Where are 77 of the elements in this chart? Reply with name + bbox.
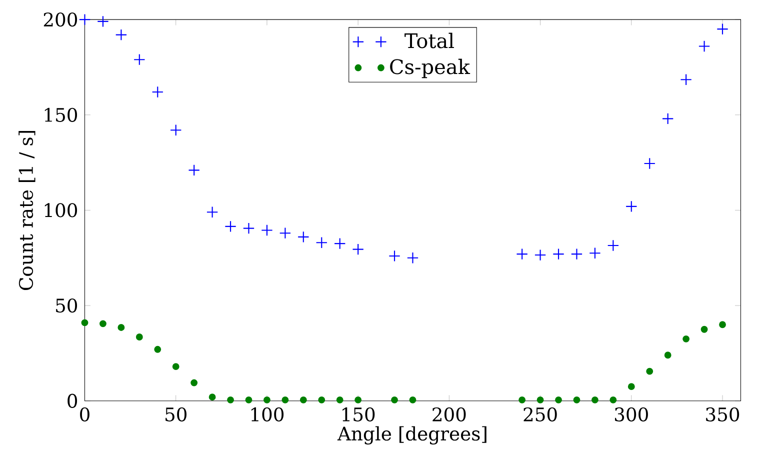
point (81, 319, 88, 326)
y-tick-label: 150 (44, 108, 78, 122)
point (316, 236, 328, 248)
point (190, 379, 198, 386)
point (263, 396, 270, 404)
y-tick-label: 0 (68, 394, 78, 408)
y-axis-title: Count rate [1 / s] (18, 130, 36, 290)
point (516, 248, 528, 260)
point (227, 396, 234, 404)
point (118, 324, 125, 331)
point (591, 396, 598, 404)
point (391, 396, 398, 404)
y-tick-label: 50 (56, 298, 78, 313)
point (97, 16, 109, 28)
point (552, 248, 564, 260)
point (536, 396, 544, 404)
point (388, 250, 400, 262)
point (534, 249, 546, 261)
point (719, 321, 726, 328)
point (208, 394, 216, 401)
point (224, 220, 236, 232)
point (644, 158, 656, 170)
x-tick-label: 0 (80, 407, 90, 422)
point (518, 396, 526, 404)
point (206, 206, 218, 218)
point (318, 396, 326, 404)
point (242, 222, 255, 234)
x-tick-label: 100 (251, 407, 284, 422)
point (300, 396, 307, 404)
point (664, 352, 672, 359)
point (279, 227, 292, 239)
point (628, 383, 635, 390)
point (334, 238, 346, 250)
point (610, 396, 617, 404)
point (555, 396, 562, 404)
point (188, 164, 200, 176)
x-tick-label: 250 (524, 407, 557, 422)
point (409, 396, 416, 404)
point (134, 54, 146, 66)
point (573, 396, 580, 404)
point (152, 86, 164, 98)
point (336, 396, 344, 404)
point (680, 74, 692, 86)
point (154, 346, 162, 353)
point (172, 363, 180, 370)
point (716, 23, 728, 35)
x-tick-label: 150 (342, 407, 375, 422)
point (570, 248, 583, 260)
point (406, 252, 419, 264)
point (136, 334, 143, 340)
x-tick-label: 200 (432, 407, 466, 422)
x-axis-title: Angle [degrees] (337, 426, 486, 445)
point (646, 368, 654, 375)
point (78, 14, 91, 26)
point (698, 40, 710, 52)
point (626, 200, 638, 212)
point (354, 396, 362, 404)
point (352, 243, 364, 256)
legend-label: Cs-peak (390, 58, 470, 78)
point (682, 335, 690, 342)
point (282, 396, 289, 404)
point (662, 112, 674, 125)
point (115, 28, 128, 41)
x-tick-label: 300 (615, 407, 648, 422)
point (245, 396, 252, 404)
x-tick-label: 350 (706, 407, 740, 422)
point (261, 224, 273, 236)
y-tick-label: 200 (44, 12, 78, 27)
legend-label: Total (404, 32, 454, 48)
point (607, 240, 620, 252)
x-tick-label: 50 (166, 407, 186, 422)
point (700, 326, 708, 333)
point (170, 124, 182, 136)
point (589, 247, 601, 259)
point (99, 320, 106, 328)
y-tick-label: 100 (44, 203, 78, 218)
point (298, 231, 310, 243)
